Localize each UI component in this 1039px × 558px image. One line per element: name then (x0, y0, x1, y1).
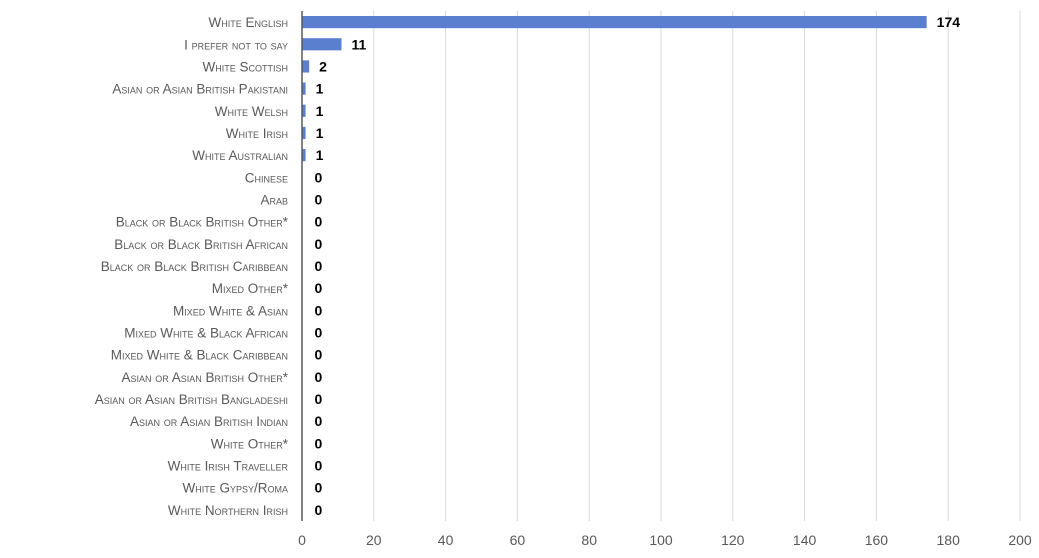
category-label: White Scottish (203, 59, 289, 74)
x-tick-label: 60 (510, 532, 526, 548)
data-label: 0 (315, 258, 323, 274)
data-label: 0 (315, 191, 323, 207)
category-label: Asian or Asian British Other* (121, 370, 288, 385)
data-label: 0 (315, 435, 323, 451)
category-label: White Australian (192, 148, 288, 163)
bar (302, 60, 310, 73)
data-label: 0 (315, 236, 323, 252)
x-tick-label: 120 (721, 532, 745, 548)
data-label: 0 (315, 302, 323, 318)
x-tick-label: 100 (649, 532, 673, 548)
category-label: Asian or Asian British Bangladeshi (95, 392, 288, 407)
data-label: 0 (315, 413, 323, 429)
category-label: Asian or Asian British Indian (130, 414, 288, 429)
x-tick-label: 80 (581, 532, 597, 548)
bar (302, 15, 927, 29)
data-label: 0 (315, 502, 323, 518)
x-tick-label: 200 (1008, 532, 1032, 548)
data-label: 0 (315, 480, 323, 496)
category-label: White Welsh (215, 104, 288, 119)
category-label: I prefer not to say (184, 37, 288, 52)
data-label: 0 (315, 169, 323, 185)
category-label: Chinese (245, 170, 288, 185)
bar (302, 82, 306, 95)
data-label: 0 (315, 280, 323, 296)
category-label: White Northern Irish (168, 503, 288, 518)
x-tick-label: 160 (865, 532, 889, 548)
bar (302, 149, 306, 162)
category-label: Mixed White & Black African (124, 326, 288, 341)
category-label: White Irish (226, 126, 288, 141)
data-label: 2 (319, 58, 327, 74)
x-tick-label: 180 (937, 532, 961, 548)
data-label: 0 (315, 214, 323, 230)
category-label: Black or Black British Caribbean (101, 259, 288, 274)
category-label: White Gypsy/Roma (182, 481, 288, 496)
data-label: 1 (316, 103, 324, 119)
category-label: Arab (260, 192, 288, 207)
category-label: Mixed White & Asian (173, 303, 288, 318)
bar (302, 104, 306, 117)
category-label: White English (208, 15, 288, 30)
category-label: Black or Black British African (114, 237, 288, 252)
data-label: 1 (316, 125, 324, 141)
data-label: 0 (315, 325, 323, 341)
x-tick-label: 140 (793, 532, 817, 548)
data-label: 0 (315, 369, 323, 385)
category-label: Asian or Asian British Pakistani (112, 82, 288, 97)
data-label: 174 (937, 14, 961, 30)
x-tick-label: 0 (298, 532, 306, 548)
data-label: 0 (315, 347, 323, 363)
data-label: 1 (316, 81, 324, 97)
bars (302, 15, 927, 162)
category-label: White Other* (211, 436, 289, 451)
category-label: Mixed Other* (212, 281, 289, 296)
category-label: Mixed White & Black Caribbean (111, 348, 288, 363)
category-label: Black or Black British Other* (116, 215, 289, 230)
x-tick-label: 20 (366, 532, 382, 548)
bar (302, 38, 342, 51)
category-label: White Irish Traveller (168, 459, 289, 474)
data-label: 11 (351, 36, 366, 52)
data-label: 0 (315, 458, 323, 474)
x-axis-tick-labels: 0 20 40 60 80 100 120 140 160 180 200 (298, 532, 1032, 548)
gridlines (373, 11, 1021, 521)
category-labels: White English I prefer not to say White Sc… (95, 15, 289, 518)
data-label: 1 (316, 147, 324, 163)
x-tick-label: 40 (438, 532, 454, 548)
bar (302, 126, 306, 140)
data-label: 0 (315, 391, 323, 407)
